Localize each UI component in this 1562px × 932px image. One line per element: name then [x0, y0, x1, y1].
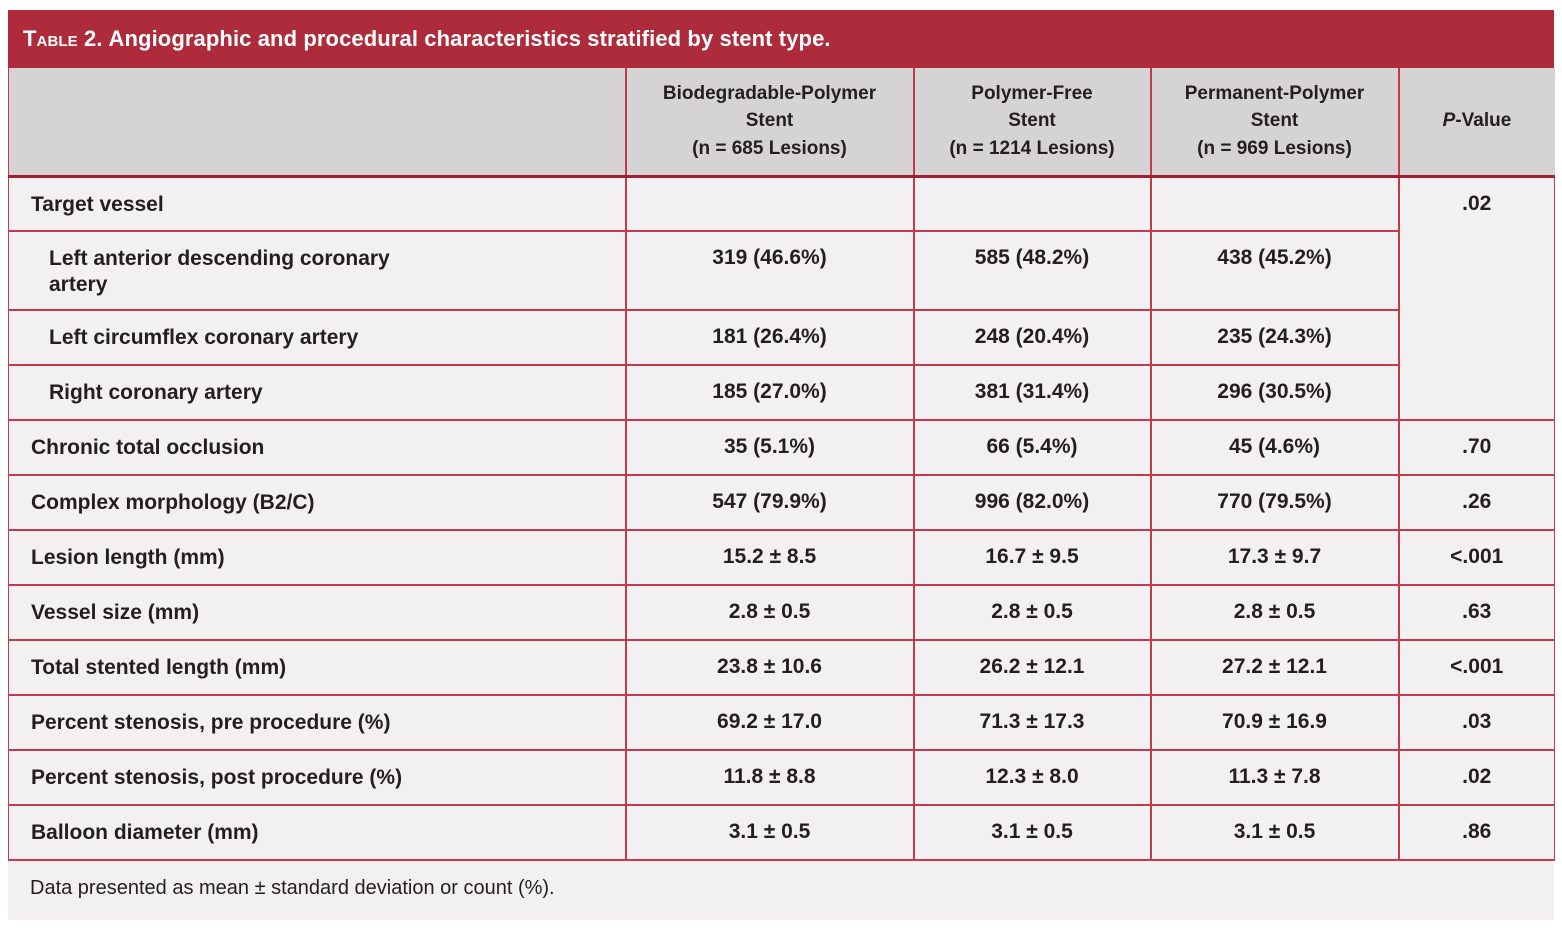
p-value-cell: .26 [1397, 474, 1555, 531]
value-cell: 181 (26.4%) [624, 309, 915, 366]
row-label: Complex morphology (B2/C) [8, 474, 627, 531]
value-cell [912, 176, 1152, 232]
value-cell: 585 (48.2%) [912, 231, 1152, 311]
row-label: Chronic total occlusion [8, 419, 627, 476]
row-label: Right coronary artery [8, 364, 627, 421]
table-row: Percent stenosis, pre procedure (%) 69.2 … [8, 694, 1555, 751]
value-cell: 770 (79.5%) [1149, 474, 1400, 531]
table-row: Lesion length (mm) 15.2 ± 8.5 16.7 ± 9.5 17… [8, 529, 1555, 586]
value-cell [1149, 176, 1400, 232]
p-value-cell: .02 [1397, 749, 1555, 806]
p-value-cell: <.001 [1397, 639, 1555, 696]
value-cell: 248 (20.4%) [912, 309, 1152, 366]
value-cell: 70.9 ± 16.9 [1149, 694, 1400, 751]
p-value-cell: .70 [1397, 419, 1555, 476]
value-cell: 438 (45.2%) [1149, 231, 1399, 311]
value-cell: 12.3 ± 8.0 [912, 749, 1152, 806]
table-row: Percent stenosis, post procedure (%) 11.8… [8, 749, 1555, 806]
row-label: Lesion length (mm) [8, 529, 627, 586]
row-label: Percent stenosis, pre procedure (%) [8, 694, 627, 751]
value-cell: 45 (4.6%) [1149, 419, 1400, 476]
header-row: Biodegradable-Polymer Stent (n = 685 Les… [8, 68, 1555, 178]
value-cell: 66 (5.4%) [912, 419, 1152, 476]
value-cell: 27.2 ± 12.1 [1149, 639, 1400, 696]
p-value-cell: .86 [1397, 804, 1555, 861]
table-row: Target vessel .02 [8, 176, 1555, 421]
row-label: Percent stenosis, post procedure (%) [8, 749, 627, 806]
table-row: Balloon diameter (mm) 3.1 ± 0.5 3.1 ± 0.5 3… [8, 804, 1555, 861]
table-number-label: Table 2. [23, 26, 103, 51]
value-cell: 3.1 ± 0.5 [912, 804, 1152, 861]
value-cell: 23.8 ± 10.6 [624, 639, 915, 696]
value-cell: 185 (27.0%) [624, 364, 915, 421]
table-title: Table 2. Angiographic and procedural char… [23, 26, 831, 52]
table-title-text: Angiographic and procedural characterist… [108, 26, 831, 51]
header-permanent-polymer: Permanent-Polymer Stent (n = 969 Lesions… [1149, 68, 1399, 178]
value-cell: 2.8 ± 0.5 [912, 584, 1152, 641]
table-row: Vessel size (mm) 2.8 ± 0.5 2.8 ± 0.5 2.8 ± … [8, 584, 1555, 641]
value-cell: 996 (82.0%) [912, 474, 1152, 531]
row-label: Left anterior descending coronary artery [8, 231, 627, 311]
table-row: Left circumflex coronary artery 181 (26.4… [8, 309, 1555, 366]
table-header: Biodegradable-Polymer Stent (n = 685 Les… [8, 68, 1555, 178]
row-label: Total stented length (mm) [8, 639, 627, 696]
table-row: Chronic total occlusion 35 (5.1%) 66 (5.4%… [8, 419, 1555, 476]
value-cell: 69.2 ± 17.0 [624, 694, 915, 751]
p-value-italic-p: P [1442, 110, 1456, 132]
header-biodegradable-polymer: Biodegradable-Polymer Stent (n = 685 Les… [624, 68, 914, 178]
value-cell: 35 (5.1%) [624, 419, 915, 476]
value-cell: 71.3 ± 17.3 [912, 694, 1152, 751]
header-p-value: P-Value [1397, 68, 1555, 178]
value-cell: 17.3 ± 9.7 [1149, 529, 1400, 586]
row-label: Vessel size (mm) [8, 584, 627, 641]
row-label: Left circumflex coronary artery [8, 309, 627, 366]
value-cell: 381 (31.4%) [912, 364, 1152, 421]
value-cell: 26.2 ± 12.1 [912, 639, 1152, 696]
value-cell: 2.8 ± 0.5 [624, 584, 915, 641]
value-cell: 11.8 ± 8.8 [624, 749, 915, 806]
value-cell: 3.1 ± 0.5 [1149, 804, 1400, 861]
header-polymer-free: Polymer-Free Stent (n = 1214 Lesions) [912, 68, 1151, 178]
value-cell: 16.7 ± 9.5 [912, 529, 1152, 586]
p-value-cell: .02 [1397, 176, 1555, 421]
table-row: Left anterior descending coronary artery… [8, 231, 1555, 311]
table-footnote: Data presented as mean ± standard deviat… [8, 860, 1554, 920]
table-row: Total stented length (mm) 23.8 ± 10.6 26.2… [8, 639, 1555, 696]
table-row: Complex morphology (B2/C) 547 (79.9%) 996 … [8, 474, 1555, 531]
value-cell: 2.8 ± 0.5 [1149, 584, 1400, 641]
row-label: Balloon diameter (mm) [8, 804, 627, 861]
value-cell: 235 (24.3%) [1149, 309, 1399, 366]
value-cell: 319 (46.6%) [624, 231, 915, 311]
table-body: Target vessel .02 Left anterior descending… [8, 176, 1555, 861]
p-value-cell: <.001 [1397, 529, 1555, 586]
p-value-cell: .03 [1397, 694, 1555, 751]
value-cell: 296 (30.5%) [1149, 364, 1399, 421]
value-cell: 11.3 ± 7.8 [1149, 749, 1400, 806]
header-empty-cell [8, 68, 626, 178]
row-label: Target vessel [8, 176, 627, 232]
value-cell: 15.2 ± 8.5 [624, 529, 915, 586]
value-cell [624, 176, 915, 232]
value-cell: 3.1 ± 0.5 [624, 804, 915, 861]
characteristics-table: Biodegradable-Polymer Stent (n = 685 Les… [8, 68, 1555, 861]
table-row: Right coronary artery 185 (27.0%) 381 (31.… [8, 364, 1555, 421]
value-cell: 547 (79.9%) [624, 474, 915, 531]
p-value-suffix: -Value [1455, 110, 1512, 132]
table-title-banner: Table 2. Angiographic and procedural char… [8, 10, 1554, 68]
p-value-cell: .63 [1397, 584, 1555, 641]
